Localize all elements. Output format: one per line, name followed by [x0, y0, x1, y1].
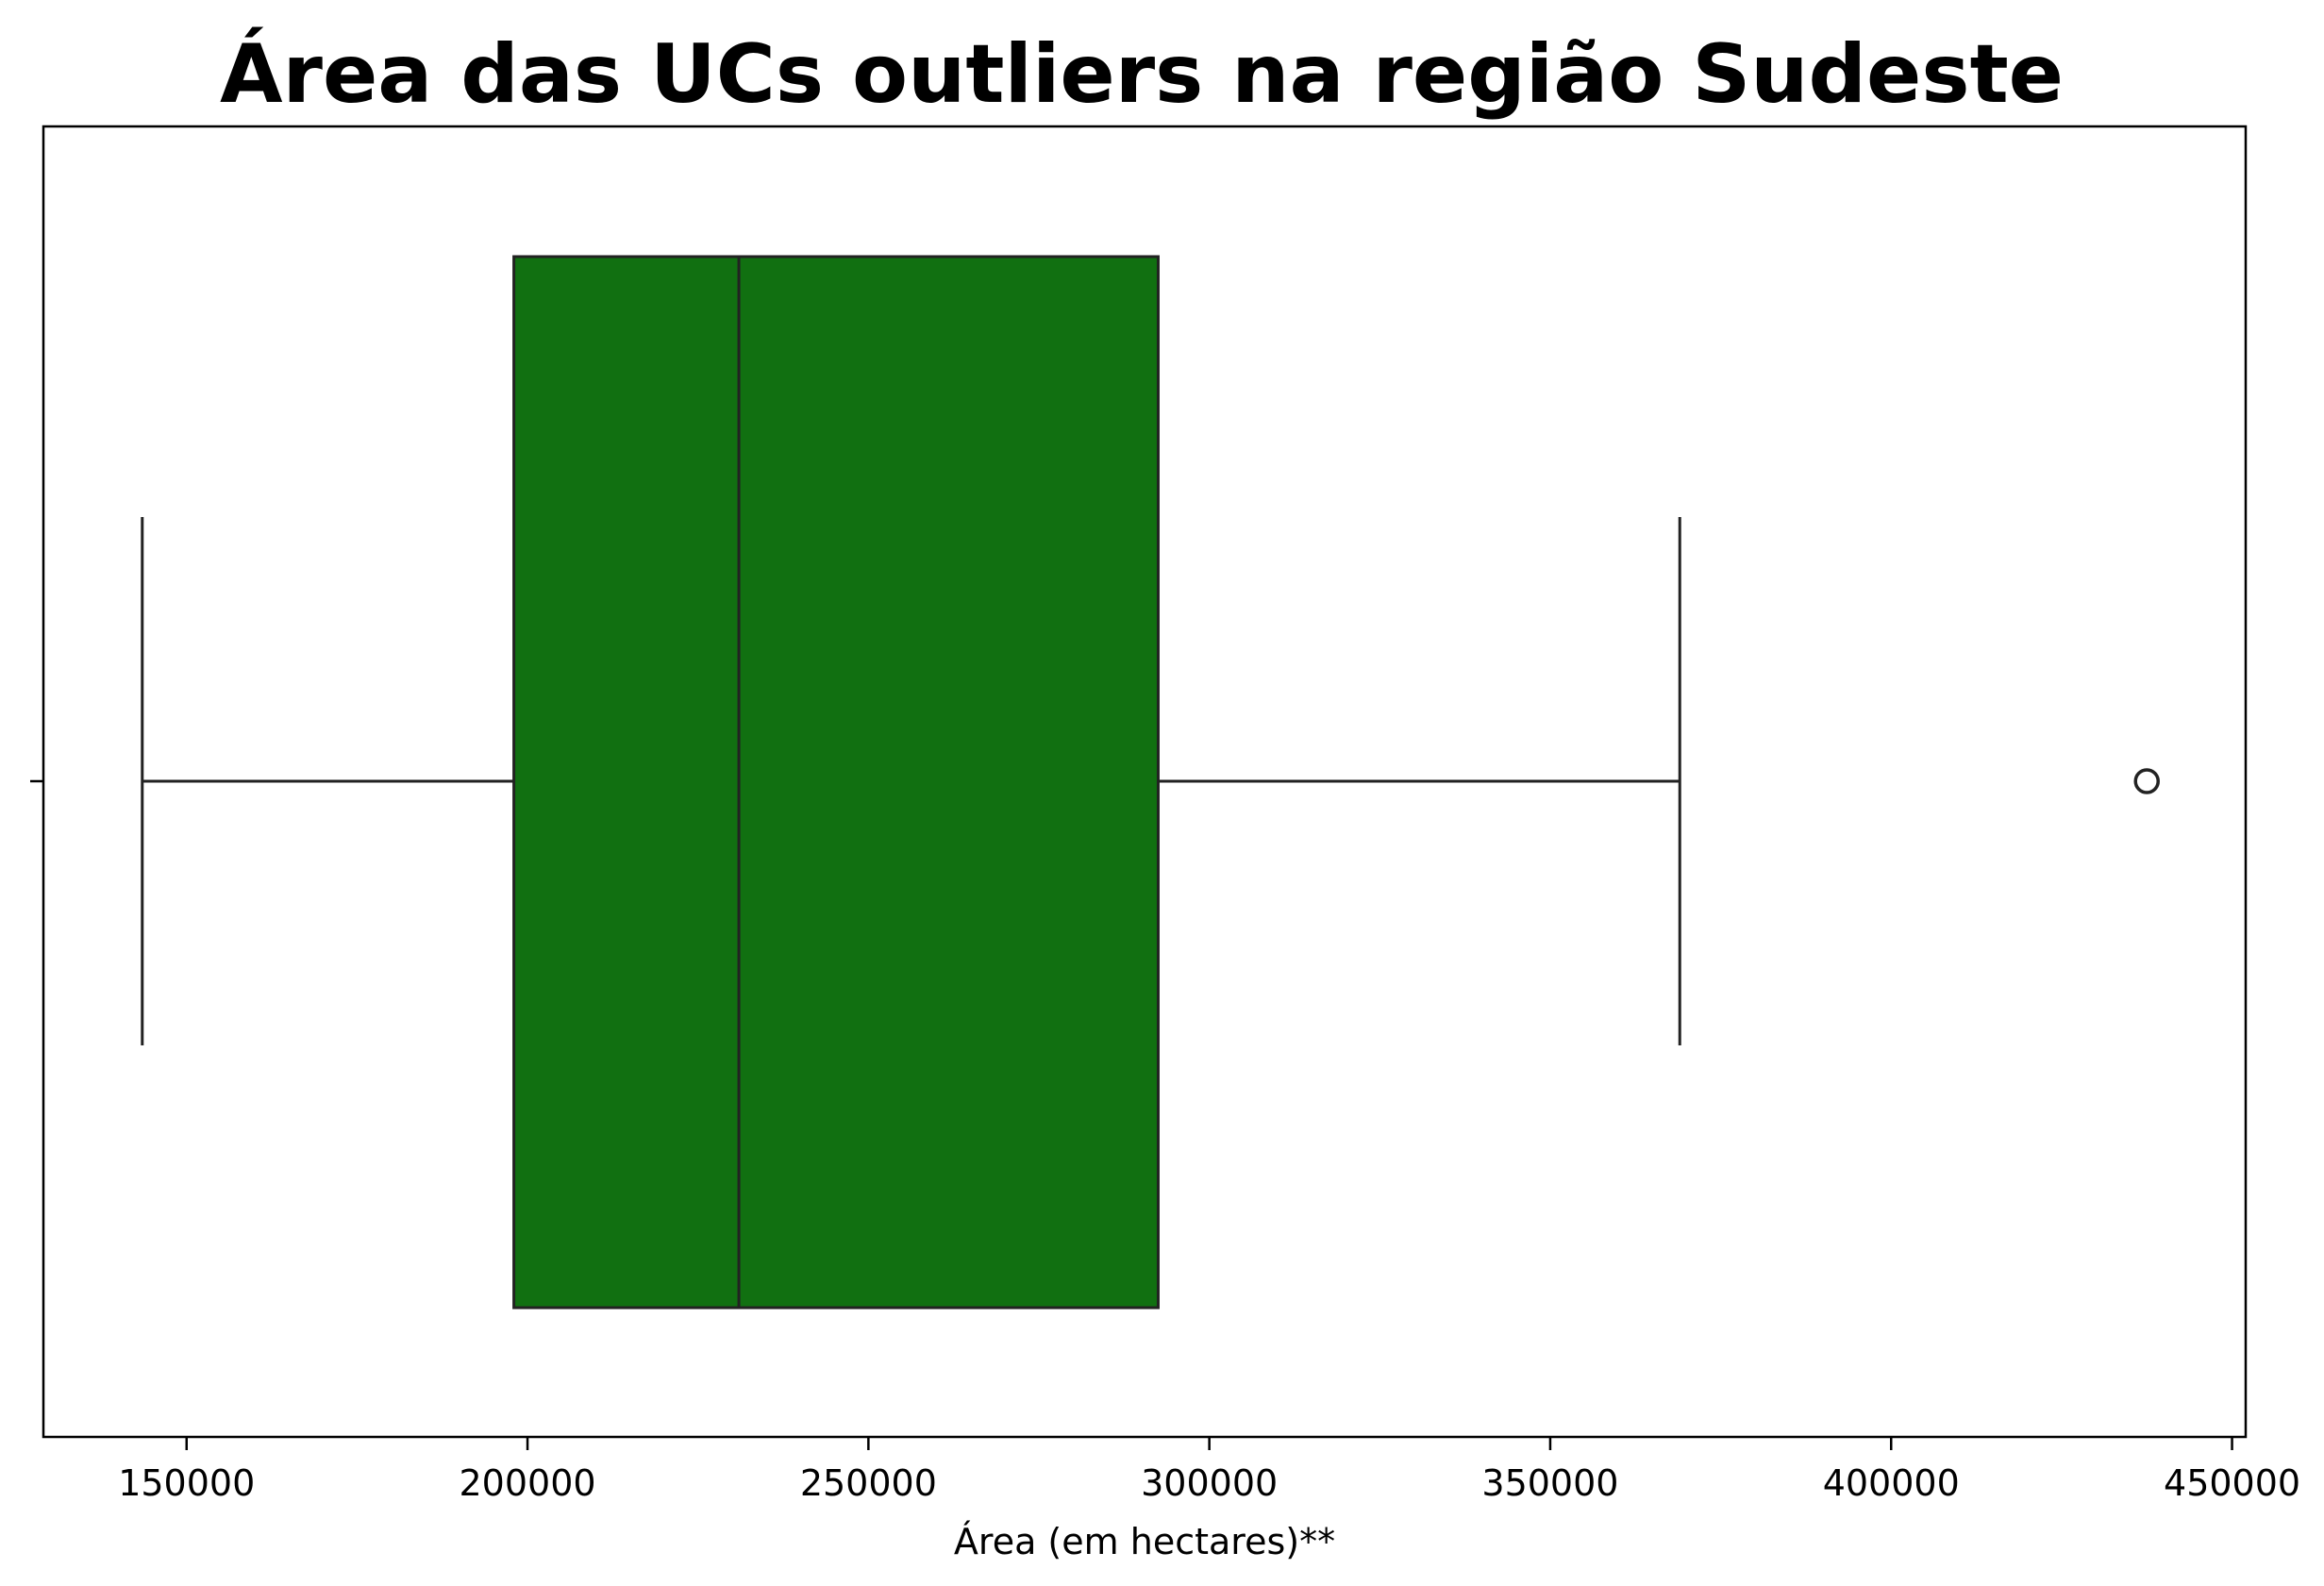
chart-title: Área das UCs outliers na região Sudeste: [220, 27, 2064, 122]
outlier-points: [2133, 768, 2160, 794]
x-axis-label: Área (em hectares)**: [954, 1521, 1335, 1562]
boxplot: [141, 255, 1681, 1310]
outlier-point: [2133, 768, 2160, 794]
x-axis-ticks: 150000 200000 250000 300000 350000 400000 4500…: [118, 1437, 2300, 1504]
x-tick-label: 150000: [118, 1462, 255, 1504]
x-tick-label: 450000: [2164, 1462, 2300, 1504]
x-tick-label: 300000: [1141, 1462, 1278, 1504]
x-tick-label: 250000: [800, 1462, 937, 1504]
x-tick-label: 200000: [460, 1462, 596, 1504]
x-tick-label: 400000: [1823, 1462, 1960, 1504]
interquartile-box: [512, 255, 1160, 1310]
x-tick-label: 350000: [1481, 1462, 1618, 1504]
